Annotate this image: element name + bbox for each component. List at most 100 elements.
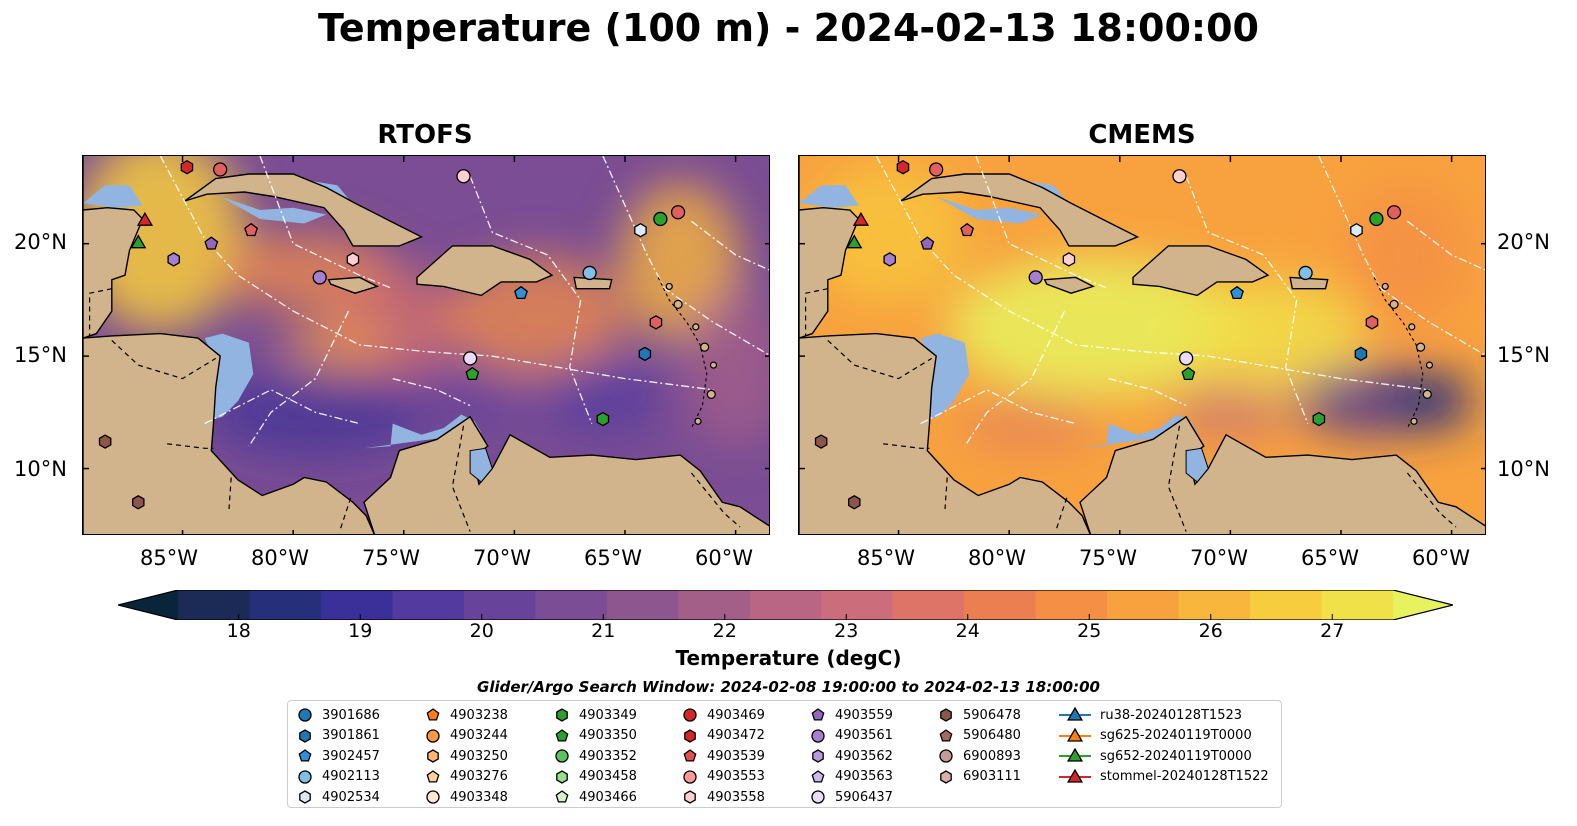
- legend-item: sg625-20240119T0000: [1058, 726, 1252, 746]
- colorbar-tick-label: 26: [1198, 620, 1223, 642]
- platform-marker-22: [130, 234, 147, 249]
- legend-marker-icon: [683, 769, 697, 784]
- legend-marker-icon: [556, 769, 568, 784]
- jamaica-island: [1043, 276, 1096, 294]
- platform-marker-4: [653, 211, 668, 227]
- platform-marker-8: [167, 252, 180, 267]
- lon-tick-rtofs-80: 80°W: [251, 546, 309, 570]
- legend-label: 4903250: [450, 748, 508, 764]
- hispaniola-island: [1132, 245, 1270, 297]
- platform-marker-16: [462, 351, 478, 366]
- lon-tick-rtofs-75: 75°W: [362, 546, 420, 570]
- legend-label: 5906437: [835, 789, 893, 805]
- legend-marker-icon: [940, 769, 952, 784]
- jamaica-island: [327, 276, 380, 294]
- lat-tick-right-15: 15°N: [1497, 343, 1550, 367]
- platform-marker-5: [1350, 222, 1363, 238]
- platform-marker-0: [896, 159, 910, 175]
- colorbar-tick-label: 20: [469, 620, 494, 642]
- legend-marker-icon: [1066, 747, 1084, 762]
- legend-marker-icon: [939, 728, 953, 742]
- legend-marker-icon: [299, 728, 311, 743]
- colorbar-tick-label: 24: [955, 620, 980, 642]
- legend-item: 4903348: [424, 787, 508, 807]
- legend-label: 4903472: [707, 728, 765, 743]
- legend-marker-icon: [811, 790, 825, 804]
- platform-marker-1: [213, 162, 228, 177]
- platform-legend: 3901686 3901861 3902457 4902113 4902534 49032…: [287, 700, 1282, 808]
- legend-item: 3901861: [296, 726, 380, 746]
- legend-item: 4903561: [809, 726, 893, 746]
- legend-marker-icon: [426, 708, 440, 721]
- temperature-colorbar: [117, 589, 1454, 621]
- legend-label: 4903238: [450, 707, 508, 723]
- legend-label: 5906480: [963, 728, 1021, 743]
- platform-marker-11: [582, 265, 597, 281]
- platform-marker-2: [1172, 169, 1187, 184]
- colorbar-tick-label: 25: [1077, 620, 1102, 642]
- platform-marker-19: [814, 434, 828, 449]
- platform-marker-10: [312, 270, 327, 285]
- lon-tick-cmems-65: 65°W: [1301, 546, 1359, 570]
- central-america-land: [799, 332, 1091, 534]
- legend-marker-icon: [940, 708, 952, 722]
- platform-marker-4: [1369, 211, 1384, 227]
- legend-label: 4903348: [450, 789, 508, 805]
- legend-label: 6900893: [963, 748, 1021, 764]
- legend-label: sg652-20240119T0000: [1100, 748, 1252, 764]
- platform-marker-3: [670, 205, 686, 220]
- legend-label: 5906478: [963, 707, 1021, 723]
- legend-label: 4902534: [322, 789, 380, 805]
- legend-label: stommel-20240128T1522: [1100, 769, 1269, 784]
- legend-marker-icon: [811, 769, 825, 783]
- legend-marker-icon: [426, 790, 440, 804]
- platform-marker-0: [180, 159, 194, 175]
- platform-marker-18: [596, 411, 610, 427]
- platform-marker-14: [649, 315, 663, 330]
- platform-marker-16: [1178, 351, 1194, 366]
- colorbar-tick-label: 22: [712, 620, 737, 642]
- legend-marker-icon: [555, 790, 569, 803]
- legend-label: 4903558: [707, 789, 765, 805]
- legend-item: 5906480: [937, 726, 1021, 746]
- cmems-map-panel: [798, 155, 1486, 535]
- platform-marker-15: [638, 346, 652, 362]
- yucatan-land: [83, 156, 144, 339]
- legend-item: 4903563: [809, 767, 893, 787]
- legend-marker-icon: [298, 708, 312, 722]
- south-america-land: [363, 415, 769, 534]
- legend-item: 4902113: [296, 767, 380, 787]
- platform-marker-10: [1028, 270, 1043, 285]
- legend-marker-icon: [684, 728, 696, 743]
- legend-marker-icon: [298, 769, 312, 784]
- platform-marker-21: [852, 211, 870, 226]
- platform-marker-12: [514, 285, 528, 300]
- legend-item: 4903250: [424, 746, 508, 766]
- legend-marker-icon: [684, 790, 696, 804]
- yucatan-land: [799, 156, 860, 339]
- puerto-rico-island: [1289, 276, 1329, 290]
- legend-marker-icon: [811, 728, 825, 743]
- platform-marker-21: [136, 211, 154, 226]
- legend-label: 6903111: [963, 769, 1021, 784]
- lon-tick-cmems-70: 70°W: [1190, 546, 1248, 570]
- legend-label: 4903352: [579, 748, 637, 764]
- legend-label: 4903350: [579, 728, 637, 743]
- platform-marker-6: [960, 222, 975, 237]
- legend-marker-icon: [299, 790, 311, 804]
- platform-marker-20: [132, 495, 145, 510]
- legend-label: 4903539: [707, 748, 765, 764]
- legend-marker-icon: [811, 708, 825, 721]
- legend-item: 4902534: [296, 787, 380, 807]
- legend-label: 4903553: [707, 769, 765, 784]
- platform-marker-14: [1365, 315, 1379, 330]
- legend-marker-icon: [683, 708, 697, 722]
- search-window-text: Glider/Argo Search Window: 2024-02-08 19…: [477, 678, 1100, 696]
- legend-marker-icon: [1066, 768, 1084, 783]
- legend-label: 4903458: [579, 769, 637, 784]
- cuba-island: [900, 173, 1140, 247]
- legend-marker-icon: [555, 749, 569, 763]
- colorbar-tick-label: 19: [348, 620, 373, 642]
- legend-label: 3902457: [322, 748, 380, 764]
- legend-item: 4903350: [553, 726, 637, 746]
